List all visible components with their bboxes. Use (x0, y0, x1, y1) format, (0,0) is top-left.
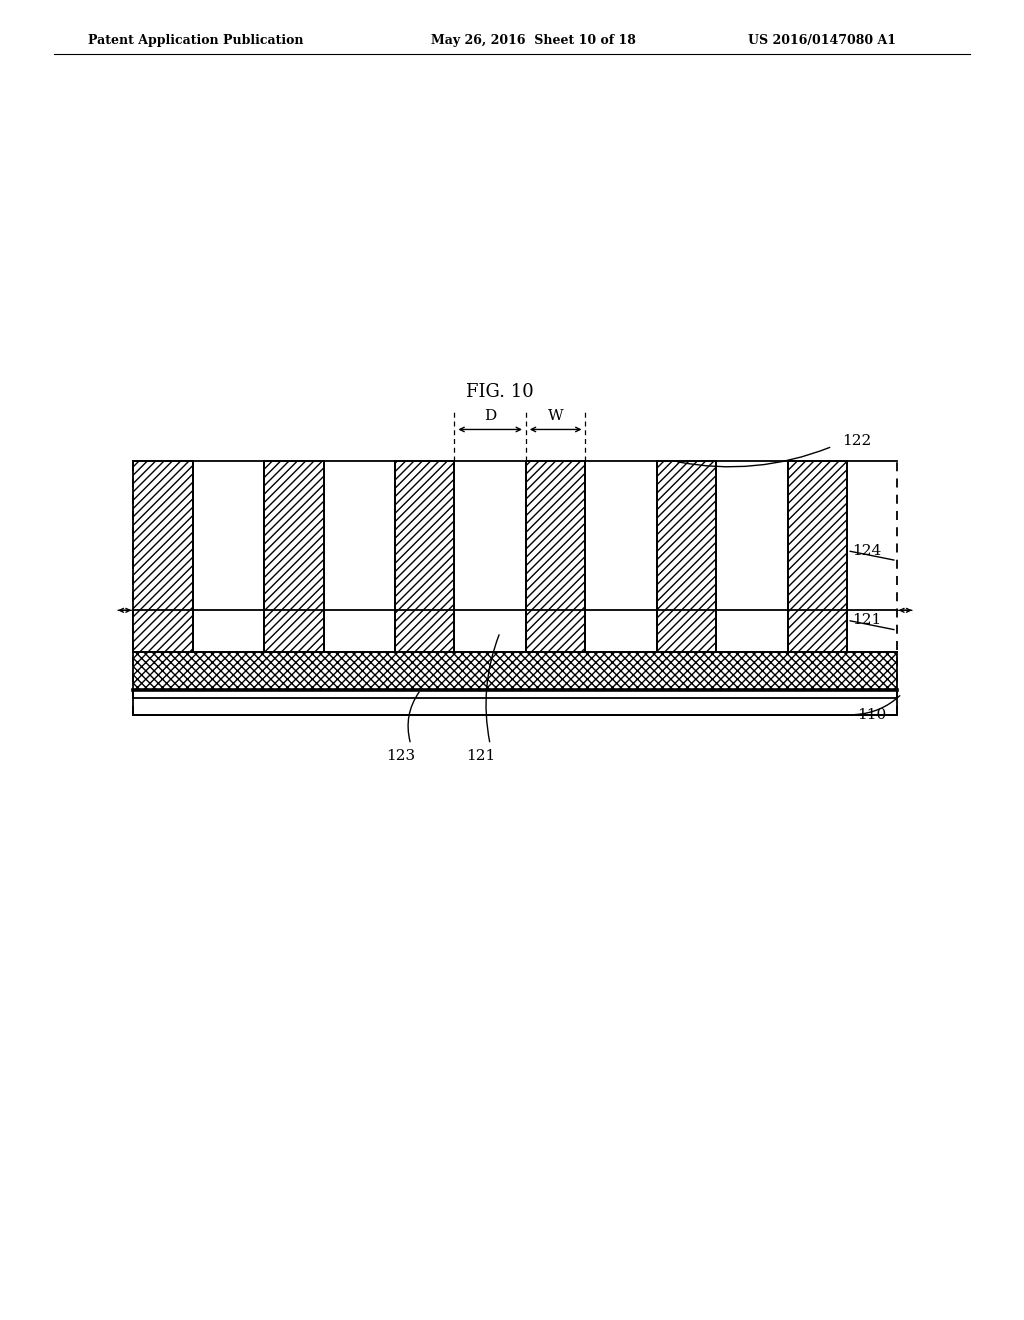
Bar (395, 610, 455, 652)
Bar (264, 610, 324, 652)
Text: FIG. 10: FIG. 10 (466, 383, 534, 401)
Bar (133, 690, 897, 714)
Text: W: W (548, 408, 563, 422)
Bar (133, 610, 193, 652)
Bar (787, 610, 847, 652)
Bar (133, 610, 897, 652)
Bar (133, 461, 193, 652)
Bar (526, 610, 586, 652)
Bar (133, 652, 897, 690)
Text: 121: 121 (466, 750, 495, 763)
Bar (787, 461, 847, 652)
Bar (193, 610, 264, 652)
Bar (264, 461, 324, 652)
Bar (586, 610, 656, 652)
Text: 124: 124 (852, 544, 882, 557)
Text: 123: 123 (386, 750, 416, 763)
Text: May 26, 2016  Sheet 10 of 18: May 26, 2016 Sheet 10 of 18 (431, 34, 636, 48)
Text: Patent Application Publication: Patent Application Publication (88, 34, 304, 48)
Text: 122: 122 (843, 434, 871, 449)
Bar (717, 610, 787, 652)
Text: 110: 110 (857, 708, 887, 722)
Bar (656, 610, 717, 652)
Bar (656, 461, 717, 652)
Bar (324, 610, 395, 652)
Text: US 2016/0147080 A1: US 2016/0147080 A1 (749, 34, 896, 48)
Text: 121: 121 (852, 614, 882, 627)
Bar (455, 610, 526, 652)
Bar (395, 461, 455, 652)
Bar (526, 461, 586, 652)
Text: D: D (484, 408, 497, 422)
